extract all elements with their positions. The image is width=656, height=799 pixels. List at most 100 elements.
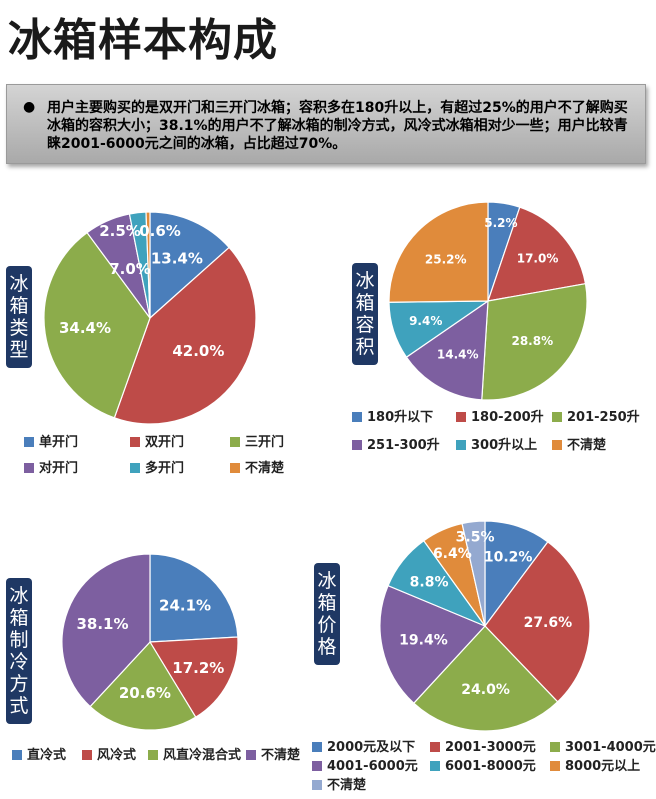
legend-label: 对开门 — [39, 461, 79, 476]
legend-label: 6001-8000元 — [445, 759, 536, 774]
legend-label: 300升以上 — [471, 438, 538, 453]
legend-swatch — [130, 437, 140, 447]
data-label-1: 27.6% — [524, 615, 573, 631]
legend-item: 不清楚 — [552, 438, 606, 453]
legend-label: 风直冷混合式 — [163, 748, 242, 763]
legend-swatch — [352, 412, 362, 422]
legend-item: 不清楚 — [312, 778, 366, 793]
pie-chart-fridge-price: 10.2% 27.6% 24.0% 19.4% 8.8% 6.4%3.5% — [379, 520, 591, 732]
legend-swatch — [550, 761, 560, 771]
legend-swatch — [312, 742, 322, 752]
data-label-5: 25.2% — [425, 253, 467, 267]
legend-fridge-price: 2000元及以下 2001-3000元 3001-4000元 4001-6000元 60… — [312, 740, 656, 796]
legend-item: 8000元以上 — [550, 759, 640, 774]
legend-label: 180-200升 — [471, 410, 544, 425]
pie-slice-2 — [43, 231, 151, 419]
legend-label: 2000元及以下 — [327, 740, 416, 755]
data-label-2: 28.8% — [511, 334, 553, 348]
legend-swatch — [430, 742, 440, 752]
legend-label: 180升以下 — [367, 410, 434, 425]
legend-label: 多开门 — [145, 461, 185, 476]
legend-swatch — [456, 440, 466, 450]
legend-swatch — [552, 440, 562, 450]
legend-swatch — [312, 780, 322, 790]
data-label-1: 17.2% — [172, 659, 224, 677]
pie-slice-3 — [61, 553, 151, 708]
legend-label: 3001-4000元 — [565, 740, 656, 755]
legend-item: 201-250升 — [552, 410, 640, 425]
data-label-0: 13.4% — [151, 249, 203, 267]
legend-swatch — [130, 463, 140, 473]
legend-swatch — [148, 750, 158, 760]
legend-label: 251-300升 — [367, 438, 440, 453]
pie-slice-5 — [145, 211, 151, 319]
legend-label: 201-250升 — [567, 410, 640, 425]
legend-swatch — [456, 412, 466, 422]
legend-label: 2001-3000元 — [445, 740, 536, 755]
legend-swatch — [230, 463, 240, 473]
legend-item: 单开门 — [24, 435, 78, 450]
pie-slice-1 — [113, 246, 257, 425]
pie-slice-2 — [89, 641, 197, 731]
data-label-5: 0.6% — [139, 222, 181, 240]
legend-item: 直冷式 — [12, 748, 66, 763]
chart-label-cooling-method: 冰箱制冷方式 — [6, 578, 32, 724]
legend-swatch — [550, 742, 560, 752]
pie-slice-3 — [405, 299, 489, 401]
legend-item: 4001-6000元 — [312, 759, 418, 774]
legend-swatch — [430, 761, 440, 771]
data-label-4: 8.8% — [410, 575, 449, 591]
pie-chart-cooling-method: 24.1% 17.2%20.6% 38.1% — [61, 553, 239, 731]
pie-chart-fridge-type: 13.4% 42.0% 34.4% 7.0% 2.5%0.6% — [43, 211, 257, 425]
legend-label: 三开门 — [245, 435, 285, 450]
pie-slice-0 — [149, 553, 239, 643]
chart-label-fridge-price: 冰箱价格 — [314, 563, 340, 665]
legend-fridge-capacity: 180升以下 180-200升 201-250升 251-300升 300升以上 不清楚 — [352, 410, 652, 456]
legend-swatch — [24, 437, 34, 447]
pie-chart-fridge-capacity: 5.2% 17.0% 28.8% 14.4% 9.4% 25.2% — [388, 201, 588, 401]
legend-item: 300升以上 — [456, 438, 537, 453]
legend-item: 多开门 — [130, 461, 184, 476]
data-label-1: 42.0% — [172, 342, 224, 360]
legend-swatch — [552, 412, 562, 422]
legend-swatch — [352, 440, 362, 450]
legend-fridge-type: 单开门 双开门 三开门对开门 多开门 不清楚 — [24, 435, 324, 481]
data-label-3: 19.4% — [399, 633, 448, 649]
legend-cooling-method: 直冷式 风冷式 风直冷混合式 不清楚 — [12, 748, 312, 768]
legend-label: 8000元以上 — [565, 759, 641, 774]
legend-item: 2000元及以下 — [312, 740, 415, 755]
legend-label: 风冷式 — [97, 748, 137, 763]
pie-slice-5 — [388, 201, 489, 303]
pie-slice-1 — [148, 636, 239, 719]
data-label-0: 24.1% — [159, 596, 211, 614]
summary-banner: ● 用户主要购买的是双开门和三开门冰箱；容积多在180升以上，有超过25%的用户… — [6, 84, 646, 164]
data-label-0: 10.2% — [484, 549, 533, 565]
chart-label-fridge-type: 冰箱类型 — [6, 266, 32, 368]
data-label-2: 24.0% — [461, 682, 510, 698]
data-label-1: 17.0% — [517, 252, 559, 266]
pie-slice-1 — [484, 541, 591, 703]
legend-item: 三开门 — [230, 435, 284, 450]
legend-label: 单开门 — [39, 435, 79, 450]
legend-item: 不清楚 — [246, 748, 300, 763]
legend-item: 不清楚 — [230, 461, 284, 476]
legend-swatch — [24, 463, 34, 473]
legend-label: 不清楚 — [567, 438, 607, 453]
legend-item: 6001-8000元 — [430, 759, 536, 774]
legend-swatch — [230, 437, 240, 447]
legend-label: 不清楚 — [245, 461, 285, 476]
pie-slice-2 — [412, 625, 559, 732]
legend-item: 双开门 — [130, 435, 184, 450]
data-label-4: 2.5% — [99, 222, 141, 240]
legend-swatch — [246, 750, 256, 760]
legend-label: 不清楚 — [327, 778, 367, 793]
summary-text: 用户主要购买的是双开门和三开门冰箱；容积多在180升以上，有超过25%的用户不了… — [47, 100, 628, 152]
bullet-icon: ● — [23, 99, 36, 115]
pie-slice-6 — [461, 520, 486, 627]
data-label-2: 20.6% — [119, 684, 171, 702]
data-label-3: 14.4% — [437, 348, 479, 362]
data-label-3: 7.0% — [109, 260, 151, 278]
data-label-3: 38.1% — [76, 615, 128, 633]
legend-label: 4001-6000元 — [327, 759, 418, 774]
data-label-2: 34.4% — [59, 319, 111, 337]
